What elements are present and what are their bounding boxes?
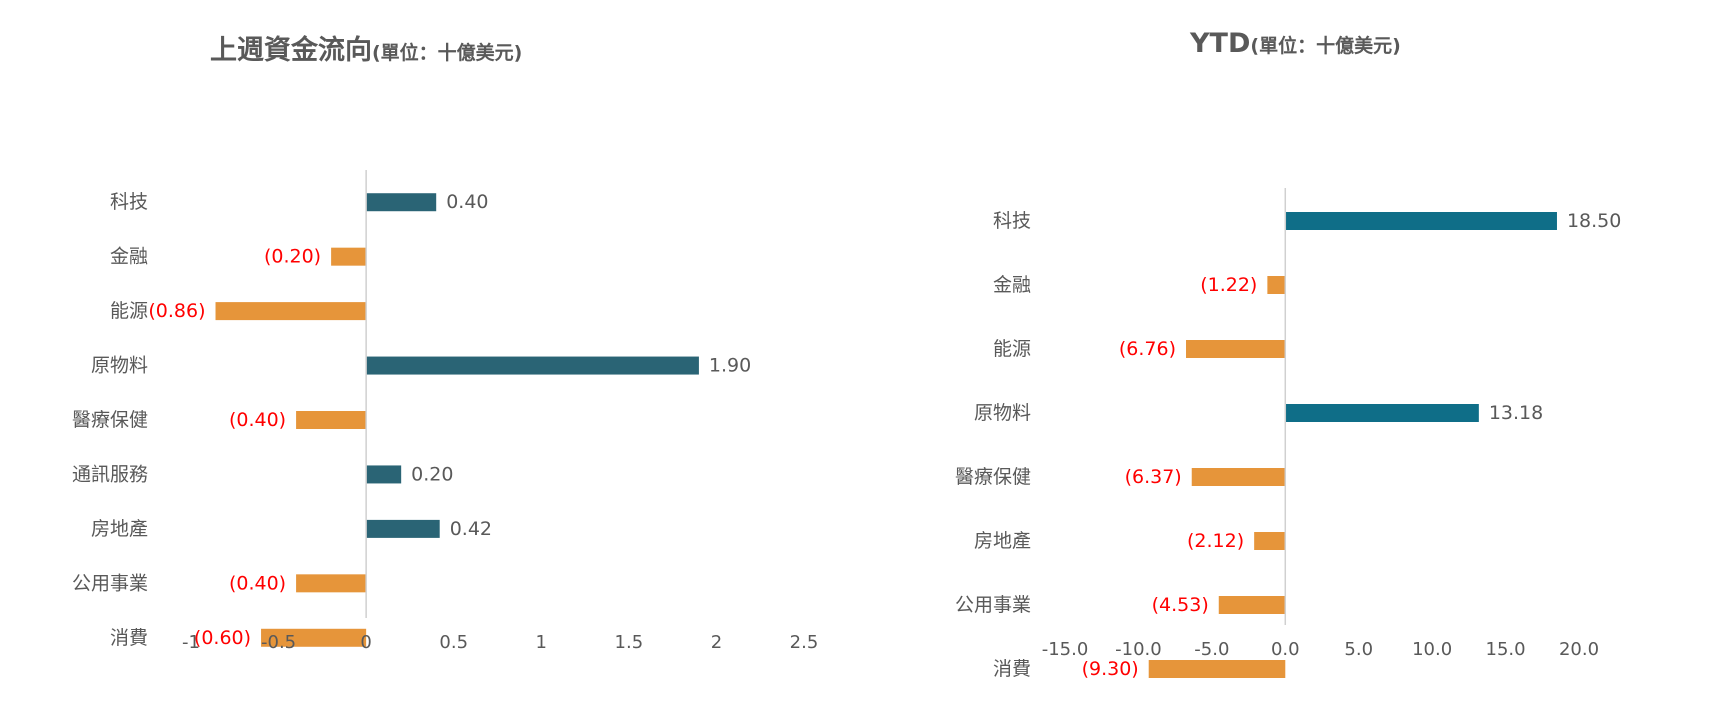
x-tick-label: 0.0	[1271, 639, 1300, 660]
bar	[366, 356, 699, 375]
chart-title: 上週資金流向(單位：十億美元)	[210, 28, 522, 67]
category-label: 公用事業	[72, 572, 148, 594]
data-label: 1.90	[709, 355, 751, 377]
chart-title-main: 上週資金流向	[210, 35, 372, 66]
x-tick-label: 1.5	[615, 632, 644, 653]
chart-title: YTD(單位：十億美元)	[1190, 28, 1401, 59]
category-label: 金融	[110, 246, 148, 268]
x-tick-label: 5.0	[1344, 639, 1373, 660]
x-tick-label: -1	[182, 632, 200, 653]
weekly-flow-plot: 0.40 科技 (0.20) 金融 (0.86)能源 1.90 原物料 (0.40) 醫療保健 0…	[72, 170, 819, 653]
data-label: (0.40)	[229, 409, 286, 431]
category-label: 通訊服務	[72, 463, 148, 485]
data-label: 13.18	[1489, 402, 1543, 424]
chart-title-unit: (單位：十億美元)	[1250, 35, 1401, 57]
chart-title-main: YTD	[1190, 28, 1251, 59]
x-tick-label: 0.5	[439, 632, 468, 653]
data-label: (1.22)	[1200, 274, 1257, 296]
x-tick-label: 0	[360, 632, 371, 653]
category-label: 房地產	[91, 518, 148, 540]
category-label: 科技	[993, 210, 1031, 232]
data-label: 0.40	[446, 191, 488, 213]
bar	[1218, 596, 1286, 614]
category-label: 消費	[110, 627, 148, 649]
data-label: (0.40)	[229, 572, 286, 594]
category-label: 原物料	[974, 402, 1031, 424]
bar	[1148, 660, 1286, 678]
data-label: (0.86)	[148, 300, 205, 322]
weekly-flow-chart: 上週資金流向(單位：十億美元) 0.40 科技 (0.20) 金融 (0.86) 能源 1.…	[0, 0, 860, 714]
category-label: 原物料	[91, 355, 148, 377]
bar	[1285, 404, 1479, 422]
bar	[261, 628, 367, 647]
category-label: 醫療保健	[72, 409, 148, 431]
bar	[1267, 276, 1286, 294]
category-label: 房地產	[974, 530, 1031, 552]
bar	[1285, 212, 1557, 230]
data-label: (6.76)	[1119, 338, 1176, 360]
bar	[1254, 532, 1286, 550]
data-label: (9.30)	[1082, 658, 1139, 680]
category-label: 能源	[993, 338, 1031, 360]
data-label: (4.53)	[1152, 594, 1209, 616]
x-tick-label: 10.0	[1412, 639, 1452, 660]
data-label: 18.50	[1567, 210, 1621, 232]
x-tick-label: -15.0	[1042, 639, 1089, 660]
x-tick-label: 15.0	[1486, 639, 1526, 660]
x-tick-label: -10.0	[1115, 639, 1162, 660]
bar	[366, 193, 437, 212]
data-label: 0.20	[411, 463, 453, 485]
x-tick-label: -5.0	[1194, 639, 1229, 660]
chart-title-unit: (單位：十億美元)	[372, 42, 523, 64]
category-label: 醫療保健	[955, 466, 1031, 488]
bar	[296, 411, 367, 429]
category-label: 公用事業	[955, 594, 1031, 616]
x-tick-label: 20.0	[1559, 639, 1599, 660]
data-label: 0.42	[450, 518, 492, 540]
bar	[296, 574, 367, 593]
data-label: (6.37)	[1125, 466, 1182, 488]
x-tick-label: 2.5	[790, 632, 819, 653]
data-label: (2.12)	[1187, 530, 1244, 552]
bar	[1186, 340, 1286, 358]
bar	[366, 465, 402, 484]
bar	[1191, 468, 1286, 486]
x-tick-label: -0.5	[261, 632, 296, 653]
data-label: (0.60)	[194, 627, 251, 649]
category-label: 能源	[110, 300, 148, 322]
bar	[331, 247, 367, 266]
data-label: (0.20)	[264, 246, 321, 268]
category-label: 科技	[110, 191, 148, 213]
category-label: 消費	[993, 658, 1031, 680]
ytd-flow-chart: YTD(單位：十億美元) 18.50 科技 (1.22) 金融 (6.76) 能源 13.1…	[860, 0, 1724, 714]
category-label: 金融	[993, 274, 1031, 296]
bar	[215, 302, 367, 321]
x-tick-label: 2	[711, 632, 722, 653]
ytd-flow-plot: 18.50 科技 (1.22) 金融 (6.76) 能源 13.18 原物料 (6.37) 醫療保…	[955, 188, 1621, 680]
x-tick-label: 1	[536, 632, 547, 653]
bar	[366, 519, 440, 538]
